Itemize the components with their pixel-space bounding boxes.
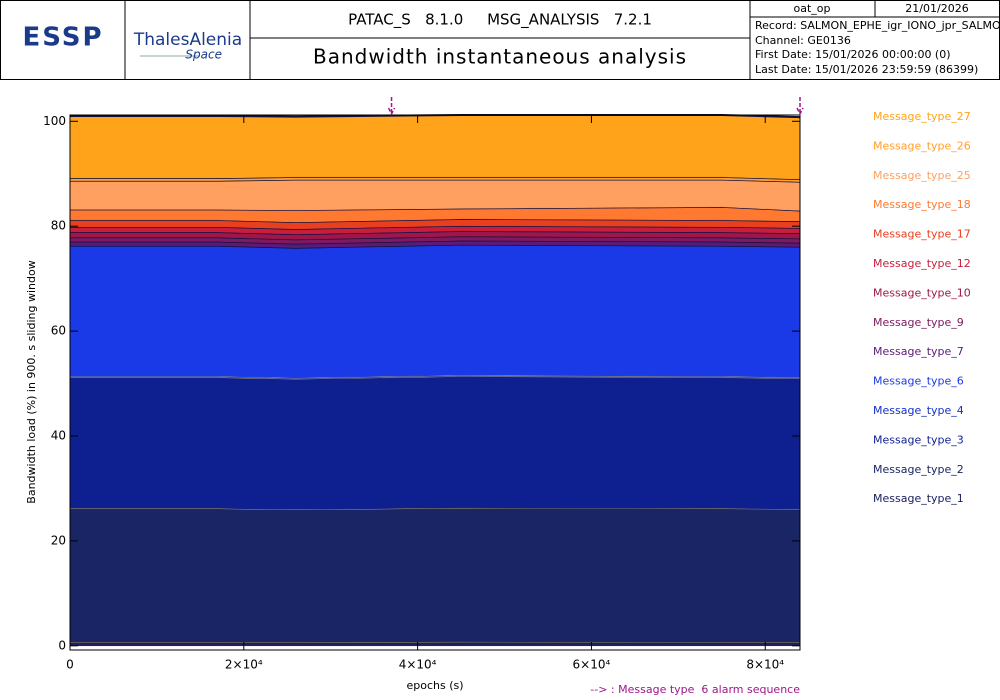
area [69,114,801,180]
legend-entry: Message_type_17 [873,228,971,241]
legend-entry: Message_type_27 [873,110,971,123]
legend-entry: Message_type_1 [873,492,964,505]
logo-essp: ESSP [22,23,103,53]
x-tick-label: 8×10⁴ [746,658,784,672]
legend-entry: Message_type_6 [873,375,964,388]
plot-frame [69,114,801,651]
area [69,375,801,510]
legend-entry: Message_type_4 [873,404,964,417]
x-tick-label: 2×10⁴ [225,658,263,672]
legend-entry: Message_type_9 [873,316,964,329]
y-tick-label: 0 [58,638,66,652]
legend-entry: Message_type_2 [873,463,964,476]
user: oat_op [794,2,831,15]
area [69,244,801,379]
y-tick-label: 20 [51,533,66,547]
area [69,179,801,211]
logo-space: Space [185,48,222,62]
alarm-marker [387,97,396,116]
y-tick-label: 60 [51,324,66,338]
date: 21/01/2026 [905,2,968,15]
legend-entry: Message_type_12 [873,257,971,270]
y-tick-label: 40 [51,429,66,443]
page-title: Bandwidth instantaneous analysis [313,45,687,69]
legend-entry: Message_type_7 [873,345,964,358]
alarm-marker [796,97,804,116]
y-axis-label: Bandwidth load (%) in 900. s sliding win… [25,260,38,503]
x-tick-label: 6×10⁴ [573,658,611,672]
last-date: Last Date: 15/01/2026 23:59:59 (86399) [755,63,978,76]
legend-entry: Message_type_25 [873,169,971,182]
software-line: PATAC_S 8.1.0 MSG_ANALYSIS 7.2.1 [348,11,652,30]
x-tick-label: 4×10⁴ [399,658,437,672]
x-axis-label: epochs (s) [406,679,463,692]
legend-entry: Message_type_10 [873,286,971,299]
legend-entry: Message_type_3 [873,433,964,446]
annotation: --> : Message type 6 alarm sequence [590,683,800,696]
legend-entry: Message_type_18 [873,198,971,211]
first-date: First Date: 15/01/2026 00:00:00 (0) [755,48,951,61]
legend-entry: Message_type_26 [873,139,971,152]
x-tick-label: 0 [66,658,74,672]
area [69,507,801,643]
y-tick-label: 100 [43,114,66,128]
channel: Channel: GE0136 [755,34,851,47]
record: Record: SALMON_EPHE_igr_IONO_jpr_SALMON [755,19,1000,32]
y-tick-label: 80 [51,219,66,233]
logo-thales: ThalesAlenia [133,30,242,50]
